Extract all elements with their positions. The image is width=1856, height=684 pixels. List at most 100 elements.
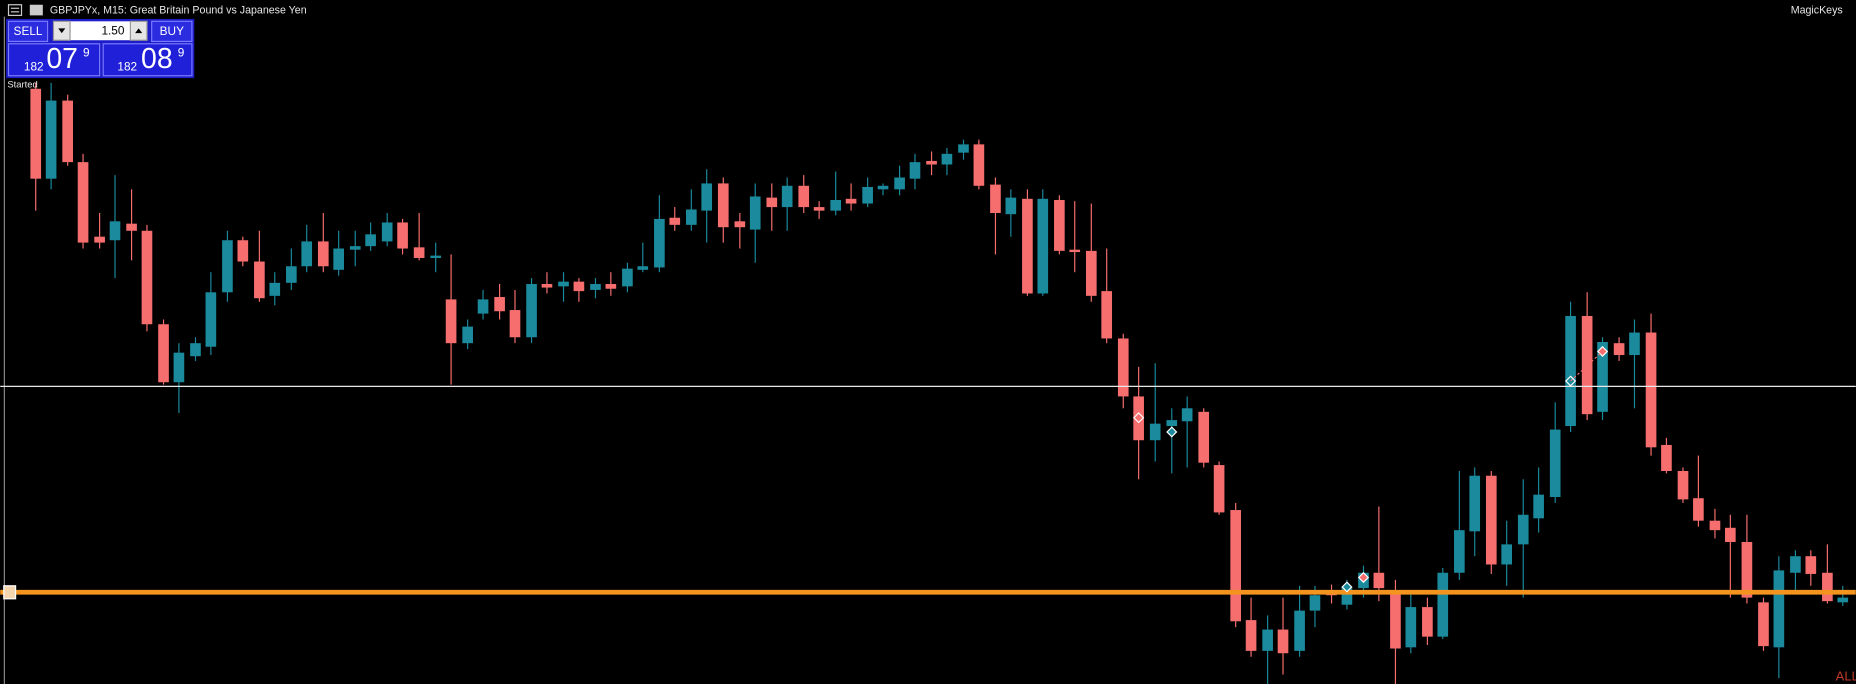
candle-body bbox=[1758, 602, 1769, 647]
candle-body bbox=[958, 144, 969, 153]
candle-body bbox=[477, 299, 489, 314]
candle-body bbox=[494, 297, 505, 312]
candle-body bbox=[1198, 411, 1210, 463]
candle-body bbox=[445, 299, 457, 344]
candle-body bbox=[509, 310, 521, 338]
one-click-panel: SELL 1.50 BUY 182 07 9 182 08 9 bbox=[6, 18, 195, 79]
candle-body bbox=[1629, 332, 1640, 356]
candle-body bbox=[830, 199, 842, 211]
candle-body bbox=[1501, 544, 1513, 565]
candle-body bbox=[1309, 595, 1321, 611]
candle-body bbox=[1437, 572, 1449, 637]
candle-body bbox=[349, 246, 361, 250]
candle-body bbox=[1485, 475, 1497, 565]
bid-box[interactable] bbox=[7, 43, 101, 77]
candle-body bbox=[397, 222, 408, 249]
corner-label: ALL bbox=[1836, 668, 1856, 683]
candle-body bbox=[926, 160, 937, 165]
candle-body bbox=[301, 241, 313, 267]
candle-body bbox=[685, 209, 697, 225]
candle-body bbox=[1677, 470, 1689, 500]
candle-body bbox=[1166, 420, 1178, 427]
candle-body bbox=[1117, 338, 1129, 397]
candle-body bbox=[126, 223, 137, 231]
candle-body bbox=[109, 221, 121, 241]
sell-label: SELL bbox=[14, 24, 43, 38]
candle-body bbox=[365, 234, 376, 247]
candle-body bbox=[798, 185, 810, 208]
ask-big: 182 bbox=[117, 60, 137, 74]
candle-body bbox=[462, 326, 473, 344]
bid-point: 9 bbox=[83, 45, 90, 59]
candle-body bbox=[1245, 620, 1257, 651]
candle-body bbox=[1597, 342, 1608, 412]
candle-body bbox=[1054, 199, 1065, 251]
candle-body bbox=[1422, 607, 1433, 637]
candle-body bbox=[781, 185, 793, 208]
ask-box[interactable] bbox=[102, 43, 193, 77]
candle-body bbox=[430, 255, 442, 258]
candle-body bbox=[1613, 343, 1625, 356]
candle-body bbox=[605, 284, 617, 289]
candle-body bbox=[526, 284, 537, 338]
candle-body bbox=[1069, 249, 1081, 253]
candle-body bbox=[1661, 444, 1672, 471]
candle-body bbox=[573, 281, 585, 292]
symbol-title: GBPJPYx, M15: Great Britain Pound vs Jap… bbox=[50, 4, 307, 16]
level-handle[interactable] bbox=[3, 585, 17, 600]
candle-body bbox=[1022, 198, 1033, 294]
trade-markers bbox=[1133, 345, 1609, 593]
chart-icon[interactable] bbox=[29, 4, 43, 16]
candle-body bbox=[1277, 629, 1289, 654]
candle-body bbox=[141, 230, 153, 325]
candle-body bbox=[877, 185, 889, 190]
candle-body bbox=[1709, 520, 1721, 531]
candle-body bbox=[1005, 197, 1017, 215]
candle-body bbox=[1373, 572, 1385, 589]
status-text: Started bbox=[7, 80, 37, 91]
candle-body bbox=[269, 282, 281, 296]
candle-body bbox=[173, 352, 185, 383]
lot-input[interactable] bbox=[53, 21, 147, 41]
candle-body bbox=[541, 284, 553, 288]
candle-body bbox=[1262, 629, 1273, 651]
candle-body bbox=[990, 184, 1001, 214]
ask-point: 9 bbox=[178, 45, 185, 59]
candle-body bbox=[558, 281, 569, 287]
candle-body bbox=[1725, 527, 1736, 542]
candle-body bbox=[1790, 556, 1801, 573]
candle-body bbox=[237, 240, 249, 262]
candle-body bbox=[701, 183, 713, 211]
candle-body bbox=[590, 284, 601, 290]
bid-pips: 07 bbox=[46, 43, 78, 75]
buy-label: BUY bbox=[160, 24, 184, 38]
candle-body bbox=[1341, 586, 1353, 605]
candle-body bbox=[1549, 429, 1561, 498]
candle-body bbox=[1390, 591, 1401, 649]
candle-body bbox=[973, 144, 985, 186]
bid-big: 182 bbox=[24, 60, 44, 74]
candle-body bbox=[333, 248, 344, 270]
candle-body bbox=[94, 236, 105, 243]
candles bbox=[30, 82, 1849, 684]
candle-body bbox=[1822, 572, 1833, 602]
candle-body bbox=[637, 266, 649, 270]
candle-body bbox=[845, 198, 857, 204]
sell-button[interactable] bbox=[7, 20, 49, 43]
candle-body bbox=[1741, 541, 1753, 598]
buy-button[interactable] bbox=[151, 20, 193, 43]
candle-body bbox=[1805, 556, 1817, 574]
candle-body bbox=[1181, 408, 1193, 422]
candle-body bbox=[1085, 250, 1097, 296]
lot-value: 1.50 bbox=[101, 23, 124, 37]
candle-body bbox=[1149, 423, 1161, 441]
candle-body bbox=[894, 177, 905, 190]
candle-body bbox=[941, 153, 953, 165]
menu-icon[interactable] bbox=[7, 4, 23, 16]
candle-body bbox=[30, 88, 42, 179]
candle-body bbox=[1773, 570, 1785, 648]
candle-body bbox=[813, 207, 825, 211]
candle-body bbox=[909, 162, 921, 179]
